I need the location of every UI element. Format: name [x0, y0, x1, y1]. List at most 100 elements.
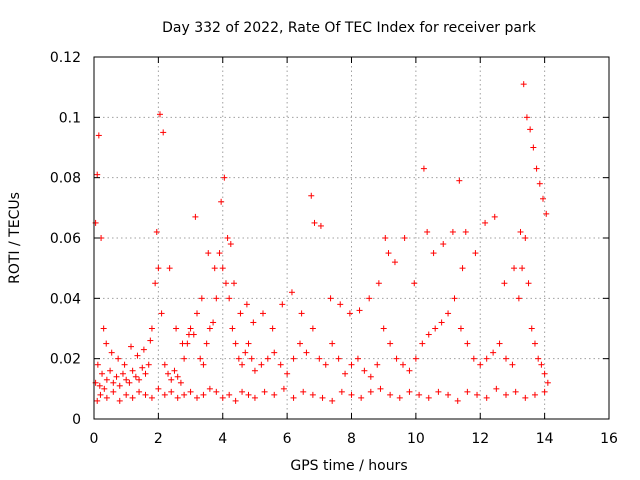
- data-point: [206, 385, 213, 392]
- chart-title: Day 332 of 2022, Rate Of TEC Index for r…: [162, 20, 537, 36]
- data-point: [348, 391, 355, 398]
- data-point: [327, 295, 334, 302]
- data-point: [406, 367, 413, 374]
- data-point: [243, 301, 250, 308]
- data-point: [142, 391, 149, 398]
- data-point: [519, 265, 526, 272]
- data-point: [152, 280, 159, 287]
- data-point: [367, 388, 374, 395]
- data-point: [250, 319, 257, 326]
- data-point: [161, 361, 168, 368]
- data-point: [375, 280, 382, 287]
- data-point: [509, 361, 516, 368]
- data-point: [231, 280, 238, 287]
- data-point: [501, 280, 508, 287]
- data-point: [342, 370, 349, 377]
- data-point: [245, 340, 252, 347]
- data-point: [541, 388, 548, 395]
- data-point: [420, 165, 427, 172]
- data-point: [126, 379, 133, 386]
- data-point: [168, 376, 175, 383]
- x-tick-label: 4: [218, 431, 227, 447]
- data-point: [269, 325, 276, 332]
- data-point: [391, 259, 398, 266]
- data-point: [462, 228, 469, 235]
- data-point: [435, 388, 442, 395]
- data-point: [396, 394, 403, 401]
- data-point: [284, 370, 291, 377]
- data-points: [92, 81, 551, 404]
- data-point: [219, 265, 226, 272]
- data-point: [512, 388, 519, 395]
- data-point: [543, 210, 550, 217]
- data-point: [174, 394, 181, 401]
- data-point: [115, 355, 122, 362]
- data-point: [171, 367, 178, 374]
- data-point: [158, 310, 165, 317]
- data-point: [134, 352, 141, 359]
- data-point: [544, 379, 551, 386]
- data-point: [116, 397, 123, 404]
- data-point: [121, 361, 128, 368]
- data-point: [527, 126, 534, 133]
- data-point: [173, 325, 180, 332]
- data-point: [136, 376, 143, 383]
- data-point: [198, 295, 205, 302]
- y-tick-label: 0.12: [50, 50, 81, 66]
- data-point: [288, 289, 295, 296]
- data-point: [192, 213, 199, 220]
- data-point: [147, 337, 154, 344]
- data-point: [203, 340, 210, 347]
- data-point: [445, 391, 452, 398]
- x-tick-label: 10: [407, 431, 425, 447]
- data-point: [168, 388, 175, 395]
- data-point: [459, 265, 466, 272]
- data-point: [536, 180, 543, 187]
- data-point: [290, 394, 297, 401]
- data-point: [411, 280, 418, 287]
- data-point: [493, 385, 500, 392]
- data-point: [103, 394, 110, 401]
- data-point: [194, 394, 200, 401]
- x-tick-label: 2: [154, 431, 163, 447]
- data-point: [264, 355, 271, 362]
- data-point: [541, 370, 548, 377]
- data-point: [136, 388, 143, 395]
- data-point: [308, 192, 315, 199]
- data-point: [94, 361, 101, 368]
- data-point: [354, 355, 361, 362]
- data-point: [197, 355, 204, 362]
- data-point: [377, 385, 384, 392]
- data-point: [430, 250, 437, 257]
- data-point: [482, 219, 489, 226]
- data-point: [210, 319, 217, 326]
- data-point: [531, 391, 538, 398]
- data-point: [522, 235, 529, 241]
- data-point: [358, 394, 365, 401]
- data-point: [385, 250, 392, 257]
- data-point: [400, 361, 406, 368]
- data-point: [382, 235, 389, 241]
- data-point: [258, 361, 265, 368]
- data-point: [200, 361, 207, 368]
- data-point: [119, 370, 126, 377]
- data-point: [259, 310, 266, 317]
- data-point: [525, 280, 532, 287]
- x-tick-label: 14: [536, 431, 554, 447]
- data-point: [174, 373, 181, 380]
- data-point: [139, 364, 146, 371]
- y-axis-label: ROTI / TECUs: [7, 192, 23, 284]
- data-point: [161, 391, 168, 398]
- data-point: [406, 388, 413, 395]
- data-point: [279, 301, 286, 308]
- data-point: [123, 391, 130, 398]
- data-point: [235, 355, 242, 362]
- y-tick-labels: 0 0.02 0.04 0.06 0.08 0.1 0.12: [50, 50, 81, 428]
- data-point: [335, 355, 342, 362]
- data-point: [187, 325, 194, 332]
- data-point: [290, 355, 297, 362]
- data-point: [181, 355, 188, 362]
- data-point: [221, 174, 228, 181]
- x-tick-label: 12: [471, 431, 489, 447]
- data-point: [200, 391, 207, 398]
